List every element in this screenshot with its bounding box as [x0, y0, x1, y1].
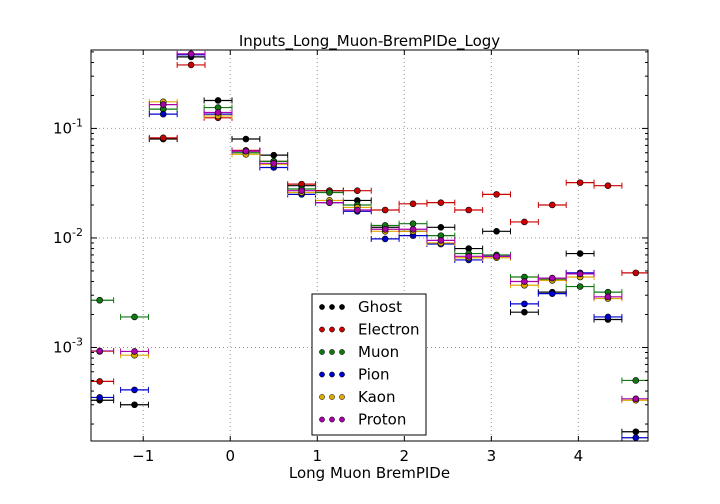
data-point [409, 225, 417, 233]
legend-marker [329, 416, 335, 423]
data-point [96, 394, 104, 401]
data-point [521, 218, 528, 226]
data-point [381, 225, 389, 233]
series-proton [90, 50, 649, 403]
data-point [548, 290, 556, 297]
data-point [437, 237, 445, 244]
legend-label: Pion [358, 366, 390, 384]
data-point [604, 293, 612, 301]
data-point [604, 313, 612, 321]
legend-marker [329, 394, 335, 400]
legend-marker [339, 394, 345, 400]
legend-marker [339, 349, 345, 355]
x-tick-label: −1 [132, 447, 154, 465]
data-point [548, 201, 556, 209]
data-point [465, 206, 473, 214]
data-point [214, 97, 222, 104]
legend-marker [319, 394, 325, 400]
data-point [465, 252, 473, 260]
data-point [437, 224, 445, 231]
data-point [187, 61, 195, 69]
data-point [576, 270, 584, 278]
data-point [96, 296, 104, 304]
data-point [159, 110, 167, 118]
legend-label: Electron [358, 321, 420, 339]
data-point [131, 386, 138, 394]
data-point [270, 160, 278, 167]
data-point [131, 401, 138, 409]
data-point [354, 206, 361, 214]
chart-title: Inputs_Long_Muon-BremPIDe_Logy [239, 32, 500, 51]
data-point [576, 250, 584, 257]
data-point [632, 428, 640, 436]
data-point [521, 300, 528, 308]
legend-marker [319, 416, 325, 423]
legend-marker [319, 349, 325, 355]
data-point [354, 187, 361, 195]
y-tick-label: 10-3 [53, 335, 83, 356]
legend-label: Muon [358, 343, 399, 361]
data-point [632, 269, 640, 277]
legend-marker [329, 326, 335, 333]
x-tick-label: 0 [225, 447, 235, 465]
data-point [326, 189, 333, 196]
data-point [242, 135, 250, 143]
data-point [409, 220, 417, 227]
data-point [521, 278, 528, 285]
data-point [270, 151, 278, 159]
data-point [96, 347, 104, 355]
data-point [632, 434, 640, 442]
axes: −1 0 1 2 3 4 10-3 10-2 10-1 [53, 50, 648, 465]
data-point [381, 235, 389, 243]
legend-marker [319, 371, 325, 378]
legend-box [311, 293, 427, 436]
data-point [632, 395, 640, 403]
grid [91, 50, 648, 441]
data-point [326, 199, 333, 206]
data-point [632, 377, 640, 384]
data-point [521, 308, 528, 316]
legend-marker [329, 304, 335, 310]
x-tick-label: 3 [487, 447, 497, 465]
data-point [493, 191, 500, 198]
legend-marker [339, 416, 345, 423]
legend-marker [339, 304, 345, 310]
legend-label: Ghost [358, 298, 402, 316]
y-tick-label: 10-1 [53, 116, 83, 137]
data-point [437, 199, 445, 206]
legend-label: Kaon [358, 388, 395, 406]
data-point [159, 134, 167, 142]
x-tick-label: 4 [574, 447, 584, 465]
data-point [214, 109, 222, 116]
data-point [131, 313, 138, 321]
legend-marker [319, 304, 325, 310]
legend-marker [339, 371, 345, 378]
y-tick-label: 10-2 [53, 226, 83, 247]
legend-marker [329, 371, 335, 378]
data-point [96, 378, 104, 385]
data-point [159, 101, 167, 108]
x-tick-label: 2 [400, 447, 410, 465]
x-tick-label: 1 [313, 447, 323, 465]
data-point [548, 274, 556, 282]
x-axis-label: Long Muon BremPIDe [289, 464, 450, 482]
data-point [381, 206, 389, 214]
legend: Ghost Electron Muon Pion Kaon Proton [311, 293, 427, 436]
plot-frame [90, 49, 649, 442]
data-point [493, 252, 500, 260]
data-point [604, 182, 612, 189]
data-point [576, 179, 584, 186]
data-point [187, 50, 195, 58]
data-point [131, 348, 138, 355]
data-point [242, 147, 250, 155]
legend-label: Proton [358, 411, 406, 429]
data-point [298, 187, 305, 195]
legend-marker [319, 326, 325, 333]
data-point [576, 283, 584, 290]
data-point [493, 228, 500, 235]
legend-marker [329, 349, 335, 355]
legend-marker [339, 326, 345, 333]
data-point [409, 200, 417, 208]
